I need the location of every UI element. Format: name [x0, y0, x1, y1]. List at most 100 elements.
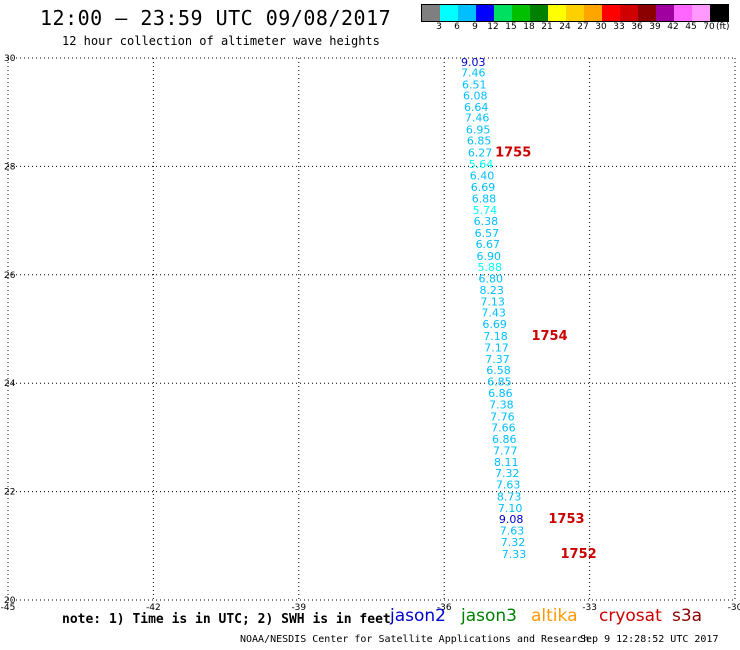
wave-height-value: 8.73 [497, 490, 522, 503]
x-tick-label: -45 [1, 603, 16, 613]
wave-height-value: 6.38 [474, 215, 499, 228]
color-swatch [530, 5, 548, 21]
color-scale-label: 39 [649, 22, 661, 32]
y-tick-label: 22 [4, 488, 15, 498]
page-subtitle: 12 hour collection of altimeter wave hei… [62, 34, 380, 48]
satellite-legend-item: jason2 [390, 606, 446, 626]
wave-height-value: 6.90 [477, 250, 502, 263]
color-scale-label: 3 [436, 22, 442, 32]
color-scale-label: 45 [685, 22, 697, 32]
wave-height-value: 7.77 [493, 444, 518, 457]
wave-height-value: 7.66 [491, 422, 516, 435]
plot-grid [7, 57, 736, 601]
wave-height-value: 6.86 [488, 387, 513, 400]
time-label: 1754 [531, 329, 567, 344]
footer-note: note: 1) Time is in UTC; 2) SWH is in fe… [62, 612, 391, 627]
wave-height-value: 6.08 [463, 89, 488, 102]
color-swatch [638, 5, 656, 21]
color-swatch [512, 5, 530, 21]
color-scale-label: 18 [523, 22, 535, 32]
wave-height-value: 6.85 [467, 134, 492, 147]
time-label: 1753 [548, 512, 584, 527]
wave-height-value: 7.38 [489, 398, 514, 411]
wave-height-value: 9.03 [461, 56, 486, 69]
satellite-legend-item: cryosat [599, 606, 662, 626]
y-tick-label: 20 [4, 596, 16, 606]
color-scale-label: 27 [577, 22, 589, 32]
color-swatch [710, 5, 728, 21]
wave-height-value: 7.76 [490, 410, 515, 423]
x-tick-label: -30 [728, 603, 740, 613]
satellite-legend-item: jason3 [461, 606, 517, 626]
wave-height-value: 9.08 [499, 513, 524, 526]
data-points: 9.037.466.516.086.647.466.956.856.275.64… [461, 56, 526, 561]
page-title: 12:00 – 23:59 UTC 09/08/2017 [40, 6, 392, 30]
wave-height-value: 7.37 [485, 353, 510, 366]
wave-height-value: 6.58 [486, 364, 511, 377]
color-swatch [692, 5, 710, 21]
wave-height-value: 5.74 [473, 204, 498, 217]
wave-height-value: 7.63 [496, 479, 521, 492]
color-scale-label: 6 [454, 22, 460, 32]
color-swatch [422, 5, 440, 21]
wave-height-value: 8.23 [479, 284, 504, 297]
color-scale-label: 42 [667, 22, 679, 32]
wave-height-value: 6.64 [464, 101, 489, 114]
wave-height-value: 6.27 [468, 146, 493, 159]
wave-height-value: 6.40 [470, 170, 495, 183]
wave-height-value: 6.57 [475, 227, 500, 240]
wave-height-value: 7.46 [465, 112, 490, 125]
color-swatch [476, 5, 494, 21]
wave-height-value: 6.88 [472, 192, 497, 205]
x-tick-label: -33 [582, 603, 597, 613]
color-scale-label: 70 [703, 22, 715, 32]
timestamp-text: Sep 9 12:28:52 UTC 2017 [580, 634, 719, 645]
color-swatch [656, 5, 674, 21]
x-tick-label: -36 [437, 603, 452, 613]
axis-ticks: -45 -42 -39 -36 -33 -30 20 22 24 26 28 30 [1, 54, 740, 613]
time-label: 1755 [495, 145, 531, 160]
color-swatch [440, 5, 458, 21]
wave-height-value: 6.85 [487, 376, 512, 389]
satellite-legend-item: altika [531, 606, 578, 626]
wave-height-value: 7.43 [481, 307, 506, 320]
wave-height-value: 7.33 [502, 548, 527, 561]
wave-height-value: 6.69 [471, 181, 496, 194]
color-swatch [584, 5, 602, 21]
color-scale-label: 12 [487, 22, 499, 32]
credit-text: NOAA/NESDIS Center for Satellite Applica… [240, 634, 590, 645]
wave-height-value: 5.88 [478, 261, 503, 274]
color-scale-bar [421, 4, 729, 22]
wave-height-value: 7.10 [498, 502, 523, 515]
color-scale-label: 36 [631, 22, 643, 32]
time-labels: 1755 1754 1753 1752 [495, 145, 597, 562]
color-swatch [620, 5, 638, 21]
wave-height-value: 6.67 [476, 238, 501, 251]
color-scale-unit: (ft) [716, 22, 730, 32]
color-swatch [494, 5, 512, 21]
wave-height-value: 7.63 [500, 525, 525, 538]
satellite-legend-item: s3a [672, 606, 703, 626]
wave-height-value: 7.32 [501, 536, 526, 549]
color-scale-label: 30 [595, 22, 607, 32]
color-swatch [602, 5, 620, 21]
y-tick-label: 24 [4, 379, 16, 389]
x-tick-label: -39 [291, 603, 306, 613]
wave-height-value: 7.13 [480, 295, 505, 308]
y-tick-label: 26 [4, 271, 16, 281]
color-scale-label: 33 [613, 22, 625, 32]
y-tick-label: 28 [4, 162, 16, 172]
wave-height-value: 6.80 [478, 273, 503, 286]
y-tick-label: 30 [4, 54, 16, 64]
wave-height-value: 7.17 [484, 341, 509, 354]
wave-height-value: 6.86 [492, 433, 517, 446]
wave-height-value: 6.95 [466, 124, 491, 137]
color-swatch [674, 5, 692, 21]
color-scale-label: 21 [541, 22, 553, 32]
color-swatch [566, 5, 584, 21]
wave-height-value: 6.51 [462, 79, 487, 92]
color-scale-label: 24 [559, 22, 571, 32]
time-label: 1752 [561, 547, 597, 562]
color-scale-label: 9 [472, 22, 478, 32]
wave-height-value: 7.32 [495, 467, 520, 480]
